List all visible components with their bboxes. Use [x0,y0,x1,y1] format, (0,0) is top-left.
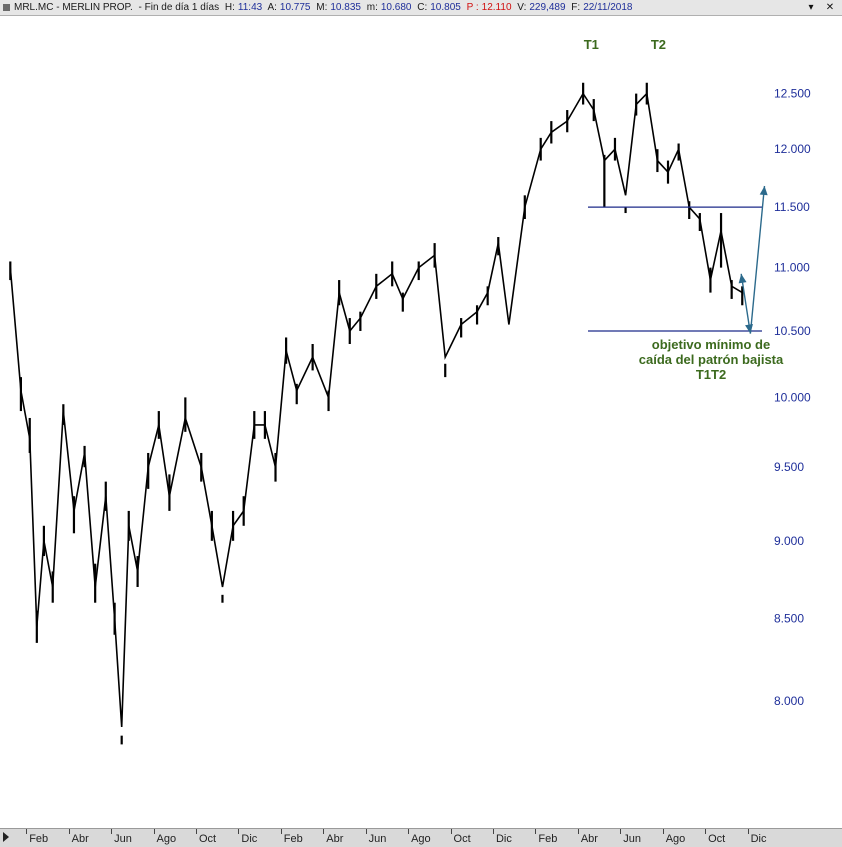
x-tick-label: Ago [411,833,431,845]
x-tick [238,829,240,834]
x-tick [365,829,367,834]
x-tick [492,829,494,834]
x-tick-label: Jun [623,833,642,845]
min-label: m: [366,2,378,13]
y-tick-label: 12.500 [774,87,811,101]
x-tick [747,829,749,834]
f-value: 22/11/2018 [583,2,633,13]
m-value: 10.835 [330,2,361,13]
x-tick-label: Abr [326,833,344,845]
x-tick-label: Feb [29,833,49,845]
price-line [9,91,743,728]
annotation-line: T1T2 [696,367,726,382]
x-tick-label: Ago [665,833,686,845]
v-label: V: [517,2,527,13]
projection-path [740,185,766,334]
p-label: P : [466,2,479,13]
p-value: 12.110 [481,2,512,13]
x-tick-label: Jun [114,833,132,845]
x-tick-label: Abr [580,833,598,845]
x-tick [450,829,452,834]
minimize-button[interactable]: ▾ [808,2,814,13]
x-tick [195,829,197,834]
x-tick-label: Oct [453,833,471,845]
close-button[interactable]: ✕ [825,2,835,13]
window-titlebar: MRL.MC - MERLIN PROP. - Fin de día 1 día… [0,0,842,16]
x-tick-label: Oct [708,833,726,845]
arrowhead-down-icon [745,324,753,334]
x-tick [153,829,155,834]
x-tick-label: Ago [156,833,177,845]
y-tick-label: 9.500 [774,460,804,474]
y-tick-label: 8.500 [774,612,804,626]
arrowhead-target-icon [759,185,768,196]
m-label: M: [316,2,328,13]
f-label: F: [571,2,581,13]
x-tick [577,829,579,834]
x-tick-label: Dic [241,833,258,845]
title-quote-text: MRL.MC - MERLIN PROP. - Fin de día 1 día… [14,2,636,13]
y-tick-label: 10.500 [774,324,811,338]
c-label: C: [417,2,428,13]
window-icon [3,4,10,11]
x-axis-bar[interactable]: Feb Abr Jun Ago Oct Dic Feb Abr Jun Ago Oct Dic Feb A… [0,828,842,847]
x-tick [111,829,113,834]
y-tick-label: 9.000 [774,534,804,548]
v-value: 229,489 [529,2,566,13]
h-value: 11:43 [237,2,263,13]
x-tick-label: Oct [198,833,217,845]
price-bars [9,82,744,745]
h-label: H: [224,2,235,13]
y-tick-label: 12.000 [774,142,811,156]
scroll-left-icon[interactable] [3,832,9,842]
annotation-line: caída del patrón bajista [639,352,784,367]
x-tick-label: Feb [538,833,558,845]
x-tick-label: Dic [495,833,512,845]
peak-label: T1 [584,37,599,52]
y-tick-label: 11.500 [774,200,810,214]
a-label: A: [267,2,277,13]
x-tick [705,829,707,834]
arrowhead-up-icon [738,273,747,284]
x-tick-label: Jun [368,833,387,845]
x-tick [408,829,410,834]
y-axis-labels: 12.500 12.000 11.500 11.000 10.500 10.000 9.50… [774,87,811,709]
y-tick-label: 11.000 [774,261,810,275]
x-tick-label: Dic [750,833,767,845]
x-tick [662,829,664,834]
ticker-text: MRL.MC - MERLIN PROP. [14,2,133,13]
y-tick-label: 8.000 [774,694,804,708]
a-value: 10.775 [279,2,311,13]
x-tick-label: Abr [71,833,89,845]
period-text: - Fin de día 1 días [138,2,220,13]
min-value: 10.680 [380,2,412,13]
x-tick [620,829,622,834]
x-tick [26,829,28,834]
c-value: 10.805 [430,2,461,13]
peak-label: T2 [651,37,666,52]
x-tick [535,829,537,834]
y-tick-label: 10.000 [774,390,811,404]
x-tick-label: Feb [283,833,303,845]
annotation-line: objetivo mínimo de [652,337,770,352]
x-tick [323,829,325,834]
x-tick [68,829,70,834]
x-tick [280,829,282,834]
